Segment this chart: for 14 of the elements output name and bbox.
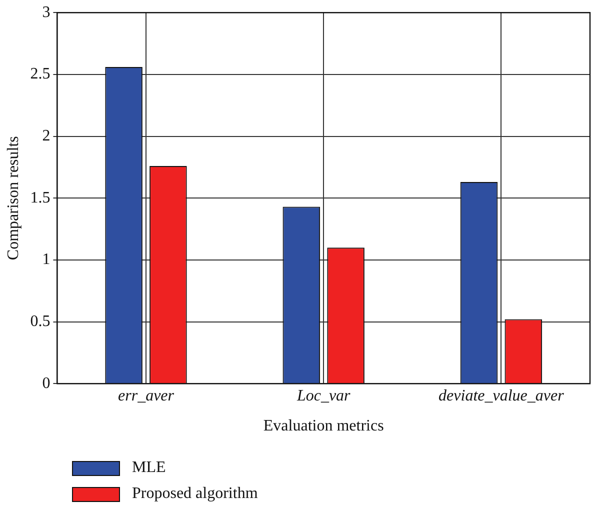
y-tick-label: 0 (42, 374, 50, 392)
x-axis-title: Evaluation metrics (263, 418, 384, 435)
y-tick-label: 2.5 (30, 66, 50, 83)
y-tick-label: 1.5 (30, 189, 50, 206)
legend-label: MLE (132, 459, 166, 477)
x-tick-label: Loc_var (296, 387, 352, 404)
legend-label: Proposed algorithm (132, 485, 258, 503)
y-axis-title: Comparison results (4, 136, 22, 260)
x-tick-label: deviate_value_aver (438, 387, 565, 404)
y-tick-label: 1 (42, 251, 50, 268)
y-tick-label: 0.5 (30, 312, 50, 330)
y-tick-label: 3 (42, 4, 50, 21)
y-tick-label: 2 (42, 127, 50, 144)
x-tick-label: err_aver (118, 387, 175, 404)
